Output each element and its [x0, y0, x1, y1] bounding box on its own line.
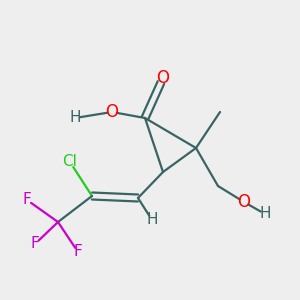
Text: F: F — [22, 193, 32, 208]
Text: F: F — [31, 236, 39, 251]
Text: O: O — [238, 193, 250, 211]
Text: O: O — [106, 103, 118, 121]
Text: H: H — [259, 206, 271, 221]
Text: H: H — [69, 110, 81, 125]
Text: F: F — [74, 244, 82, 260]
Text: O: O — [157, 69, 169, 87]
Text: Cl: Cl — [63, 154, 77, 169]
Text: H: H — [146, 212, 158, 227]
